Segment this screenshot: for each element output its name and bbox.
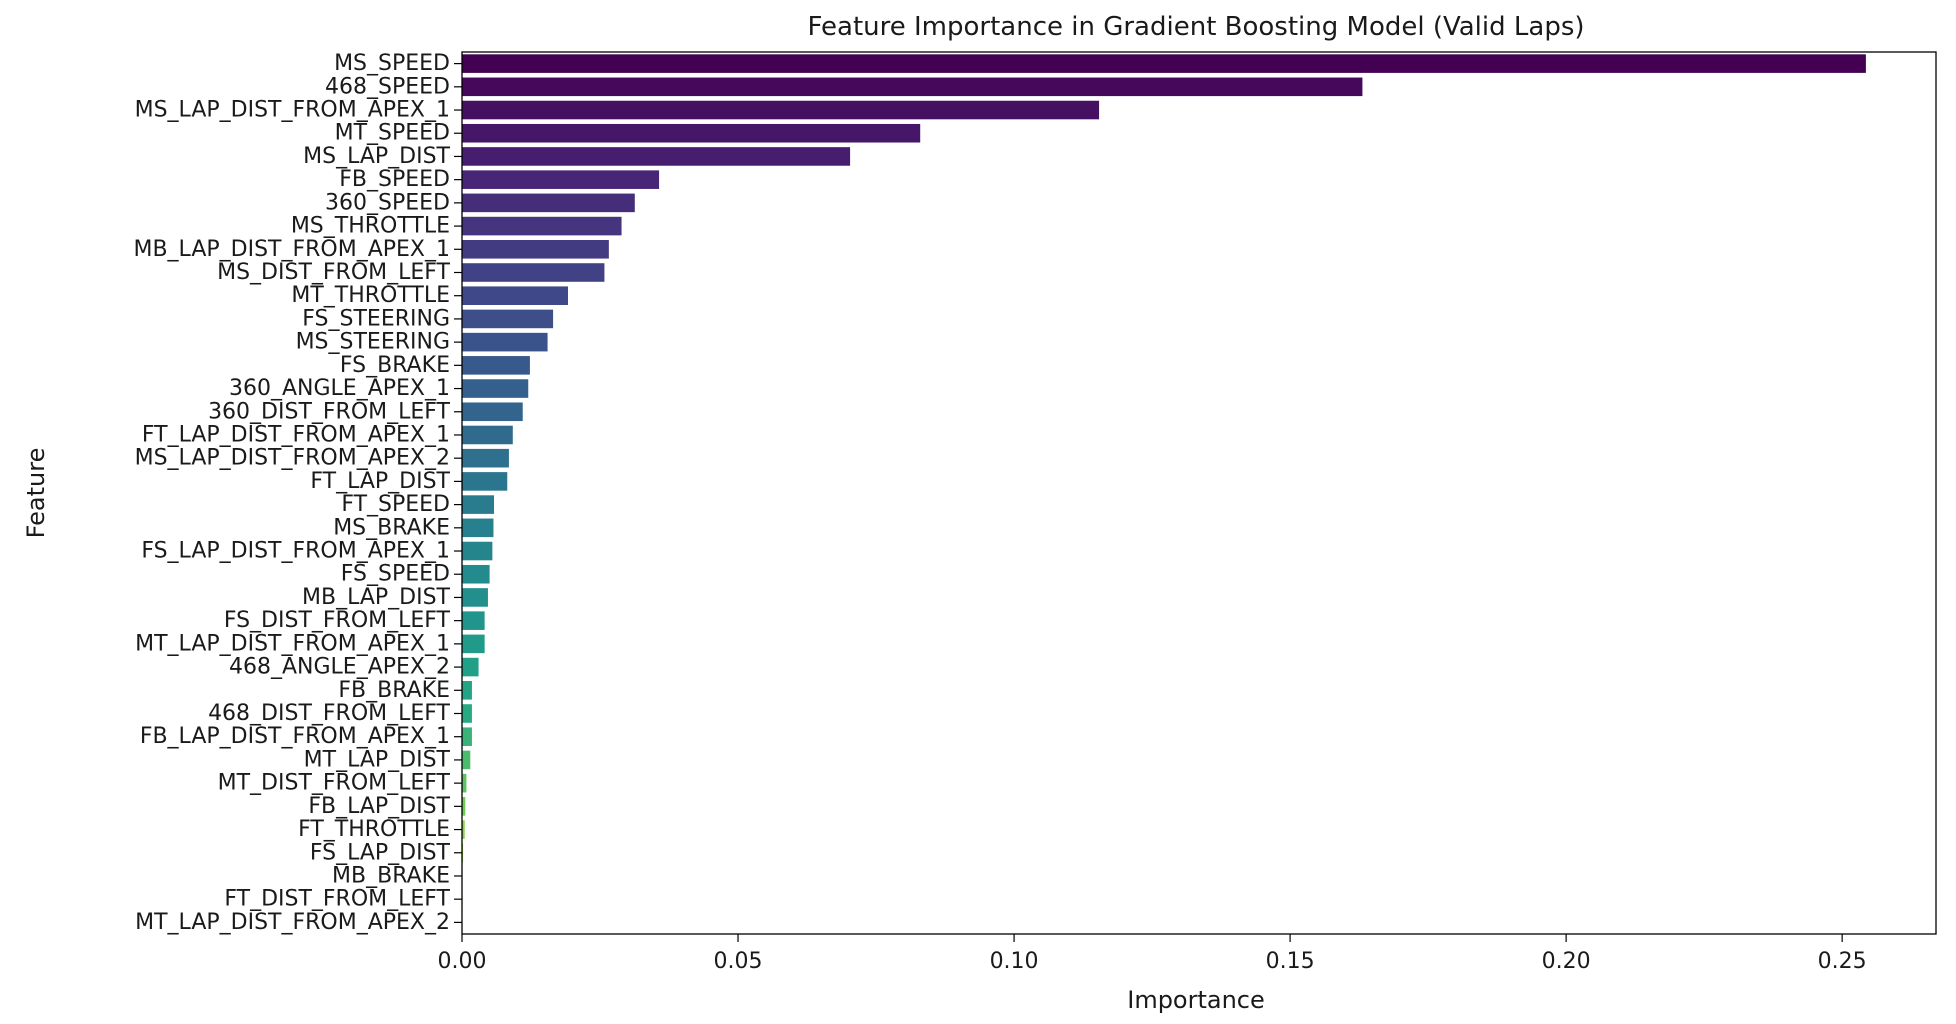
y-tick-label: 468_DIST_FROM_LEFT	[208, 701, 450, 726]
y-tick-label: FS_LAP_DIST_FROM_APEX_1	[141, 539, 450, 564]
bar-fs-brake	[462, 356, 530, 375]
y-tick-label: FB_LAP_DIST_FROM_APEX_1	[140, 724, 450, 749]
y-tick-label: MT_LAP_DIST_FROM_APEX_1	[135, 631, 450, 656]
bar-ms-steering	[462, 333, 548, 352]
y-tick-label: FT_THROTTLE	[298, 817, 450, 842]
bar-468-dist-from-left	[462, 704, 472, 723]
y-tick-label: FB_BRAKE	[338, 678, 450, 703]
y-tick-label: FS_STEERING	[302, 306, 450, 331]
y-tick-label: FB_SPEED	[339, 167, 450, 192]
bar-ms-lap-dist-from-apex-2	[462, 449, 509, 468]
y-tick-label: FT_LAP_DIST	[310, 469, 450, 494]
bar-fs-speed	[462, 565, 490, 584]
bar-ft-lap-dist-from-apex-1	[462, 426, 513, 445]
y-tick-label: FT_LAP_DIST_FROM_APEX_1	[142, 422, 450, 447]
y-axis-label: Feature	[22, 448, 50, 539]
x-tick-label: 0.15	[1266, 949, 1315, 974]
y-tick-label: MS_THROTTLE	[291, 214, 450, 239]
y-tick-label: MS_DIST_FROM_LEFT	[217, 260, 450, 285]
bar-ms-throttle	[462, 217, 622, 236]
bar-mb-lap-dist	[462, 588, 488, 607]
y-tick-label: 360_ANGLE_APEX_1	[229, 376, 450, 401]
bar-fs-steering	[462, 310, 553, 329]
x-tick-label: 0.05	[714, 949, 763, 974]
bar-mt-lap-dist	[462, 751, 470, 770]
bar-ms-dist-from-left	[462, 263, 604, 282]
y-tick-label: FS_DIST_FROM_LEFT	[224, 608, 451, 633]
bar-468-angle-apex-2	[462, 658, 479, 677]
bar-fs-dist-from-left	[462, 611, 485, 630]
y-tick-label: MB_BRAKE	[332, 863, 450, 888]
y-tick-label: FS_SPEED	[341, 562, 450, 587]
y-tick-label: MS_LAP_DIST	[303, 144, 450, 169]
bar-ms-speed	[462, 54, 1866, 73]
y-tick-label: FB_LAP_DIST	[308, 794, 450, 819]
y-tick-label: MS_BRAKE	[333, 515, 450, 540]
x-axis-label: Importance	[1127, 986, 1265, 1014]
chart-title: Feature Importance in Gradient Boosting …	[807, 12, 1584, 42]
bar-mt-speed	[462, 124, 920, 143]
x-tick-label: 0.25	[1818, 949, 1867, 974]
y-tick-label: 468_SPEED	[325, 74, 450, 99]
y-tick-label: FT_SPEED	[341, 492, 450, 517]
y-tick-label: MS_SPEED	[334, 51, 450, 76]
y-tick-label: MS_LAP_DIST_FROM_APEX_2	[135, 446, 450, 471]
y-tick-label: 360_DIST_FROM_LEFT	[208, 399, 450, 424]
bar-fs-lap-dist-from-apex-1	[462, 542, 492, 561]
x-tick-label: 0.20	[1542, 949, 1591, 974]
y-tick-label: MT_THROTTLE	[291, 283, 450, 308]
x-tick-label: 0.10	[990, 949, 1039, 974]
bar-mt-lap-dist-from-apex-1	[462, 635, 485, 654]
bar-360-speed	[462, 194, 635, 213]
y-tick-label: FS_BRAKE	[340, 353, 450, 378]
y-tick-label: MT_LAP_DIST	[304, 747, 451, 772]
y-tick-label: MT_SPEED	[335, 121, 450, 146]
y-tick-label: MS_STEERING	[296, 330, 450, 355]
bar-ft-speed	[462, 495, 494, 514]
bar-360-dist-from-left	[462, 402, 523, 421]
y-tick-label: FT_DIST_FROM_LEFT	[224, 887, 450, 912]
bar-fb-speed	[462, 170, 659, 189]
x-tick-label: 0.00	[438, 949, 487, 974]
y-tick-label: MT_LAP_DIST_FROM_APEX_2	[135, 910, 450, 935]
bar-fb-lap-dist-from-apex-1	[462, 727, 472, 746]
y-tick-label: MS_LAP_DIST_FROM_APEX_1	[135, 98, 450, 123]
bar-ms-lap-dist-from-apex-1	[462, 101, 1099, 120]
bar-ms-brake	[462, 519, 493, 538]
bar-ft-lap-dist	[462, 472, 507, 491]
bar-fb-brake	[462, 681, 472, 700]
y-tick-label: MB_LAP_DIST_FROM_APEX_1	[133, 237, 450, 262]
y-tick-label: 468_ANGLE_APEX_2	[229, 655, 450, 680]
bar-mt-dist-from-left	[462, 774, 466, 793]
y-tick-label: MT_DIST_FROM_LEFT	[218, 771, 451, 796]
y-tick-label: 360_SPEED	[325, 190, 450, 215]
y-tick-label: FS_LAP_DIST	[310, 840, 451, 865]
bar-360-angle-apex-1	[462, 379, 528, 398]
bar-468-speed	[462, 78, 1362, 97]
bar-mb-lap-dist-from-apex-1	[462, 240, 609, 259]
bar-ms-lap-dist	[462, 147, 850, 166]
bar-mt-throttle	[462, 286, 568, 305]
y-tick-label: MB_LAP_DIST	[302, 585, 451, 610]
